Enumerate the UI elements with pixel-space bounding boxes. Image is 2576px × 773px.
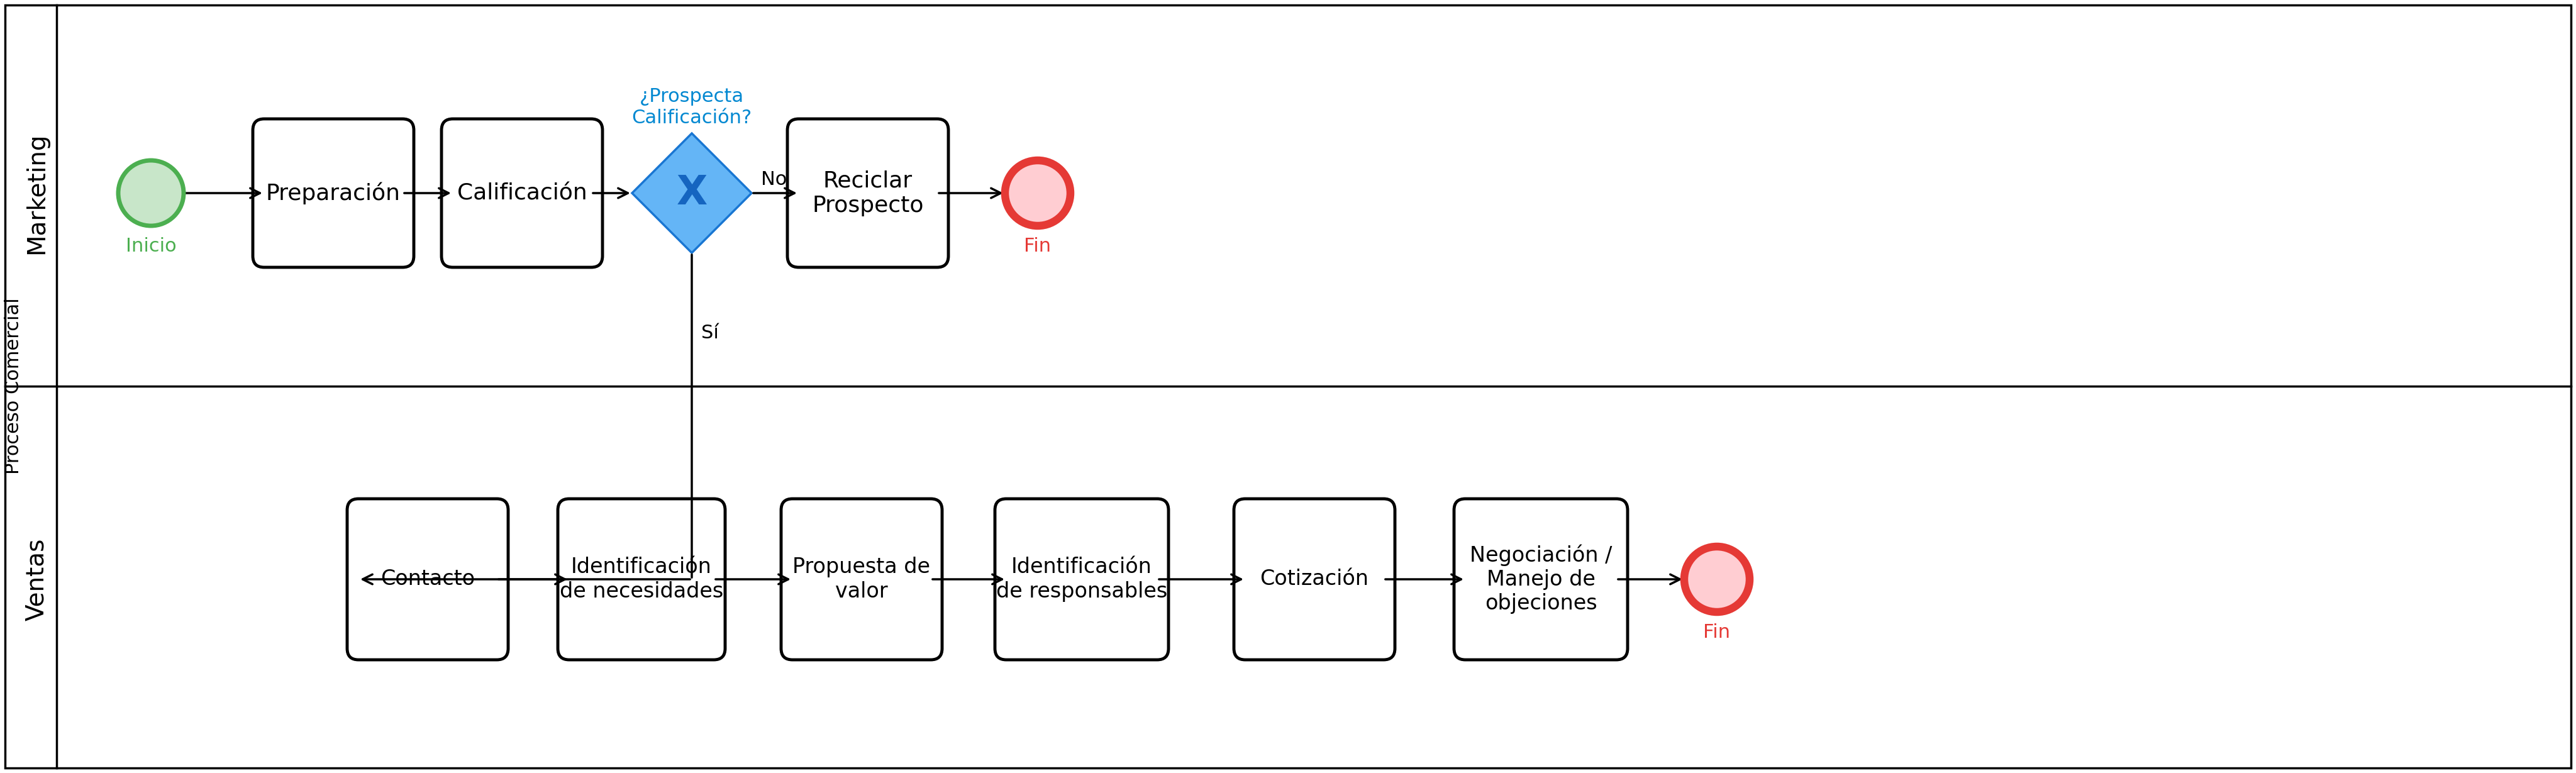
FancyBboxPatch shape [1234, 499, 1396, 660]
Text: Identificación
de necesidades: Identificación de necesidades [559, 557, 724, 601]
Text: Fin: Fin [1703, 623, 1731, 642]
Text: Ventas: Ventas [26, 538, 49, 621]
Text: Propuesta de
valor: Propuesta de valor [793, 557, 930, 601]
Text: Cotización: Cotización [1260, 569, 1368, 590]
Text: Inicio: Inicio [126, 237, 175, 255]
Text: Calificación: Calificación [456, 182, 587, 204]
Text: Marketing: Marketing [26, 132, 49, 254]
Circle shape [1685, 547, 1749, 612]
Text: Proceso Comercial: Proceso Comercial [5, 298, 23, 475]
Text: Preparación: Preparación [265, 182, 402, 204]
FancyBboxPatch shape [559, 499, 724, 660]
Text: X: X [677, 174, 708, 213]
FancyBboxPatch shape [781, 499, 943, 660]
Text: Identificación
de responsables: Identificación de responsables [997, 557, 1167, 601]
Text: Contacto: Contacto [381, 569, 474, 590]
Text: Reciclar
Prospecto: Reciclar Prospecto [811, 170, 925, 216]
FancyBboxPatch shape [1453, 499, 1628, 660]
FancyBboxPatch shape [788, 119, 948, 267]
FancyBboxPatch shape [994, 499, 1170, 660]
FancyBboxPatch shape [348, 499, 507, 660]
Circle shape [1005, 160, 1072, 226]
Text: Negociación /
Manejo de
objeciones: Negociación / Manejo de objeciones [1471, 544, 1613, 615]
Text: ¿Prospecta
Calificación?: ¿Prospecta Calificación? [631, 87, 752, 127]
Polygon shape [631, 133, 752, 253]
FancyBboxPatch shape [440, 119, 603, 267]
Text: Fin: Fin [1025, 237, 1051, 255]
Circle shape [118, 160, 183, 226]
Text: Sí: Sí [701, 324, 719, 342]
FancyBboxPatch shape [252, 119, 415, 267]
Text: No: No [760, 170, 786, 189]
